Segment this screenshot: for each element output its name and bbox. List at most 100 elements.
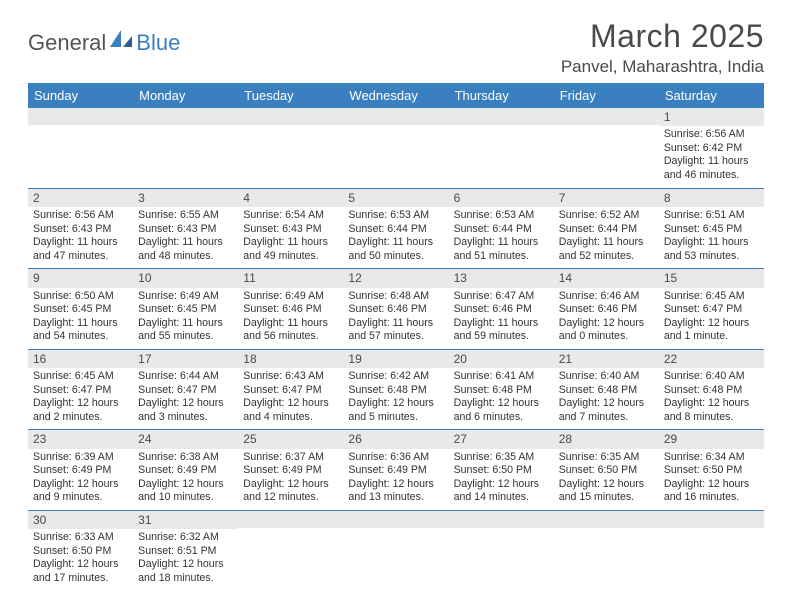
daylight-line: Daylight: 12 hours and 4 minutes. xyxy=(243,397,338,424)
calendar-cell xyxy=(554,108,659,188)
day-number: 3 xyxy=(133,189,238,207)
day-number: 7 xyxy=(554,189,659,207)
calendar-cell: 16Sunrise: 6:45 AMSunset: 6:47 PMDayligh… xyxy=(28,349,133,430)
day-number xyxy=(449,511,554,528)
daylight-line: Daylight: 12 hours and 6 minutes. xyxy=(454,397,549,424)
calendar-head: SundayMondayTuesdayWednesdayThursdayFrid… xyxy=(28,83,764,108)
day-number xyxy=(343,511,448,528)
day-number xyxy=(133,108,238,125)
day-body: Sunrise: 6:45 AMSunset: 6:47 PMDaylight:… xyxy=(659,288,764,349)
daylight-line: Daylight: 12 hours and 12 minutes. xyxy=(243,478,338,505)
day-body: Sunrise: 6:47 AMSunset: 6:46 PMDaylight:… xyxy=(449,288,554,349)
calendar-row: 16Sunrise: 6:45 AMSunset: 6:47 PMDayligh… xyxy=(28,349,764,430)
day-body: Sunrise: 6:46 AMSunset: 6:46 PMDaylight:… xyxy=(554,288,659,349)
sunrise-line: Sunrise: 6:55 AM xyxy=(138,209,233,223)
daylight-line: Daylight: 11 hours and 57 minutes. xyxy=(348,317,443,344)
day-number xyxy=(343,108,448,125)
day-body xyxy=(238,528,343,580)
calendar-cell: 29Sunrise: 6:34 AMSunset: 6:50 PMDayligh… xyxy=(659,430,764,511)
daylight-line: Daylight: 11 hours and 53 minutes. xyxy=(664,236,759,263)
day-body: Sunrise: 6:42 AMSunset: 6:48 PMDaylight:… xyxy=(343,368,448,429)
calendar-cell xyxy=(238,108,343,188)
daylight-line: Daylight: 12 hours and 7 minutes. xyxy=(559,397,654,424)
day-number: 17 xyxy=(133,350,238,368)
sunset-line: Sunset: 6:45 PM xyxy=(33,303,128,317)
day-number: 11 xyxy=(238,269,343,287)
daylight-line: Daylight: 12 hours and 9 minutes. xyxy=(33,478,128,505)
sunrise-line: Sunrise: 6:56 AM xyxy=(664,128,759,142)
daylight-line: Daylight: 12 hours and 2 minutes. xyxy=(33,397,128,424)
day-body: Sunrise: 6:49 AMSunset: 6:46 PMDaylight:… xyxy=(238,288,343,349)
sunrise-line: Sunrise: 6:45 AM xyxy=(33,370,128,384)
sunrise-line: Sunrise: 6:49 AM xyxy=(243,290,338,304)
day-number xyxy=(554,511,659,528)
sunrise-line: Sunrise: 6:48 AM xyxy=(348,290,443,304)
day-number: 25 xyxy=(238,430,343,448)
day-body: Sunrise: 6:44 AMSunset: 6:47 PMDaylight:… xyxy=(133,368,238,429)
sunrise-line: Sunrise: 6:56 AM xyxy=(33,209,128,223)
sunset-line: Sunset: 6:48 PM xyxy=(664,384,759,398)
sunrise-line: Sunrise: 6:40 AM xyxy=(559,370,654,384)
calendar-cell: 7Sunrise: 6:52 AMSunset: 6:44 PMDaylight… xyxy=(554,188,659,269)
calendar-cell: 15Sunrise: 6:45 AMSunset: 6:47 PMDayligh… xyxy=(659,269,764,350)
daylight-line: Daylight: 12 hours and 3 minutes. xyxy=(138,397,233,424)
daylight-line: Daylight: 11 hours and 51 minutes. xyxy=(454,236,549,263)
calendar-cell: 2Sunrise: 6:56 AMSunset: 6:43 PMDaylight… xyxy=(28,188,133,269)
sunset-line: Sunset: 6:48 PM xyxy=(348,384,443,398)
day-number: 13 xyxy=(449,269,554,287)
sunrise-line: Sunrise: 6:35 AM xyxy=(559,451,654,465)
sunset-line: Sunset: 6:45 PM xyxy=(664,223,759,237)
sunset-line: Sunset: 6:46 PM xyxy=(454,303,549,317)
daylight-line: Daylight: 12 hours and 14 minutes. xyxy=(454,478,549,505)
daylight-line: Daylight: 11 hours and 54 minutes. xyxy=(33,317,128,344)
calendar-cell xyxy=(449,510,554,590)
daylight-line: Daylight: 11 hours and 47 minutes. xyxy=(33,236,128,263)
sunset-line: Sunset: 6:47 PM xyxy=(243,384,338,398)
day-body xyxy=(343,528,448,580)
day-number xyxy=(554,108,659,125)
day-body: Sunrise: 6:40 AMSunset: 6:48 PMDaylight:… xyxy=(554,368,659,429)
day-number: 6 xyxy=(449,189,554,207)
location: Panvel, Maharashtra, India xyxy=(561,57,764,77)
sunset-line: Sunset: 6:47 PM xyxy=(33,384,128,398)
day-number: 29 xyxy=(659,430,764,448)
weekday-header: Tuesday xyxy=(238,83,343,108)
sunrise-line: Sunrise: 6:49 AM xyxy=(138,290,233,304)
calendar-cell: 9Sunrise: 6:50 AMSunset: 6:45 PMDaylight… xyxy=(28,269,133,350)
day-body: Sunrise: 6:35 AMSunset: 6:50 PMDaylight:… xyxy=(449,449,554,510)
day-body: Sunrise: 6:34 AMSunset: 6:50 PMDaylight:… xyxy=(659,449,764,510)
day-number: 19 xyxy=(343,350,448,368)
calendar-cell: 27Sunrise: 6:35 AMSunset: 6:50 PMDayligh… xyxy=(449,430,554,511)
sunset-line: Sunset: 6:48 PM xyxy=(454,384,549,398)
day-body xyxy=(554,125,659,177)
sunset-line: Sunset: 6:49 PM xyxy=(243,464,338,478)
sunrise-line: Sunrise: 6:53 AM xyxy=(454,209,549,223)
day-body xyxy=(238,125,343,177)
day-number: 15 xyxy=(659,269,764,287)
calendar-cell: 17Sunrise: 6:44 AMSunset: 6:47 PMDayligh… xyxy=(133,349,238,430)
day-number: 5 xyxy=(343,189,448,207)
day-number: 16 xyxy=(28,350,133,368)
calendar-cell xyxy=(343,510,448,590)
sunrise-line: Sunrise: 6:44 AM xyxy=(138,370,233,384)
calendar-cell: 20Sunrise: 6:41 AMSunset: 6:48 PMDayligh… xyxy=(449,349,554,430)
daylight-line: Daylight: 11 hours and 59 minutes. xyxy=(454,317,549,344)
calendar-cell: 4Sunrise: 6:54 AMSunset: 6:43 PMDaylight… xyxy=(238,188,343,269)
sunrise-line: Sunrise: 6:34 AM xyxy=(664,451,759,465)
daylight-line: Daylight: 12 hours and 10 minutes. xyxy=(138,478,233,505)
sunset-line: Sunset: 6:50 PM xyxy=(664,464,759,478)
day-body xyxy=(343,125,448,177)
day-body: Sunrise: 6:45 AMSunset: 6:47 PMDaylight:… xyxy=(28,368,133,429)
daylight-line: Daylight: 11 hours and 55 minutes. xyxy=(138,317,233,344)
day-body: Sunrise: 6:37 AMSunset: 6:49 PMDaylight:… xyxy=(238,449,343,510)
sunset-line: Sunset: 6:50 PM xyxy=(33,545,128,559)
calendar-cell: 22Sunrise: 6:40 AMSunset: 6:48 PMDayligh… xyxy=(659,349,764,430)
day-body: Sunrise: 6:56 AMSunset: 6:42 PMDaylight:… xyxy=(659,126,764,187)
sunrise-line: Sunrise: 6:54 AM xyxy=(243,209,338,223)
day-body xyxy=(449,125,554,177)
daylight-line: Daylight: 12 hours and 17 minutes. xyxy=(33,558,128,585)
day-body: Sunrise: 6:50 AMSunset: 6:45 PMDaylight:… xyxy=(28,288,133,349)
day-body: Sunrise: 6:52 AMSunset: 6:44 PMDaylight:… xyxy=(554,207,659,268)
daylight-line: Daylight: 12 hours and 5 minutes. xyxy=(348,397,443,424)
sunrise-line: Sunrise: 6:42 AM xyxy=(348,370,443,384)
